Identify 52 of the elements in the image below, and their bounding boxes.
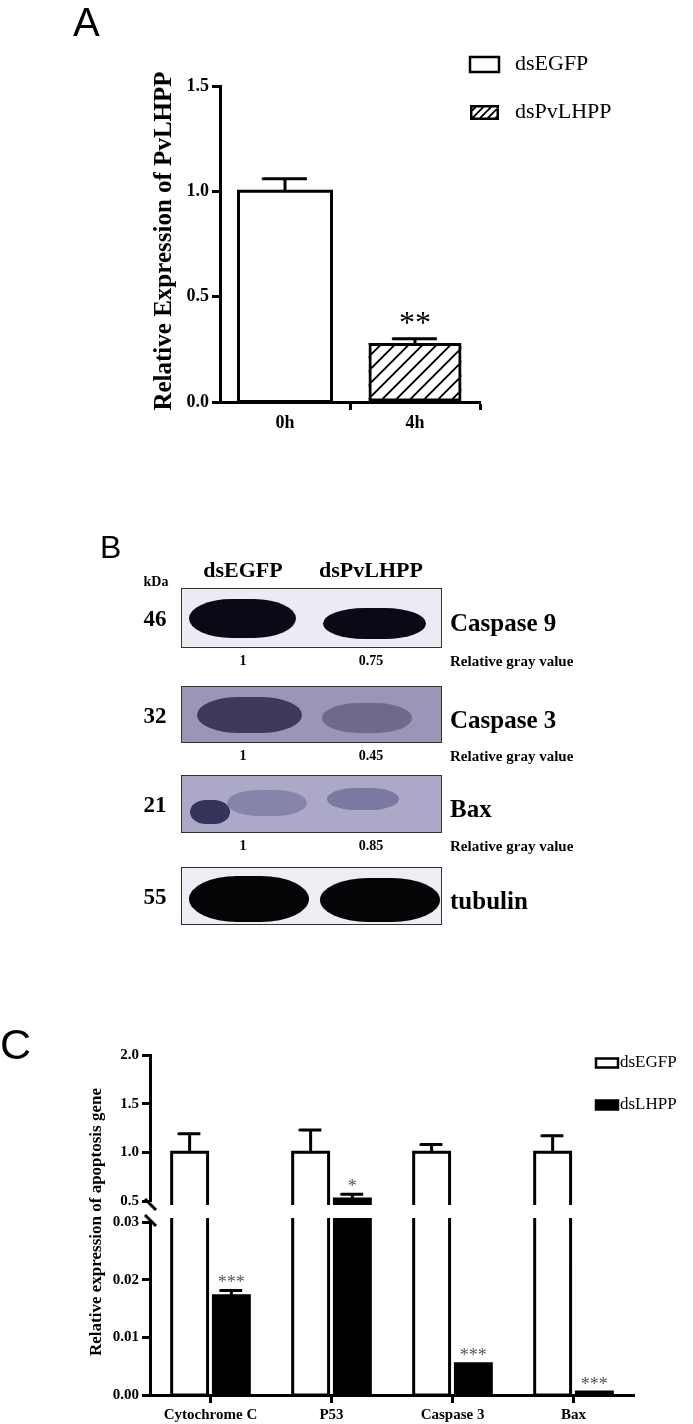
x-tick-label: Bax — [560, 1405, 587, 1422]
data-label: 1 — [239, 838, 247, 853]
category-label: dsEGFP — [203, 557, 283, 582]
data-label: 1 — [239, 653, 247, 668]
annotation: *** — [217, 1272, 245, 1293]
y-tick-label: 1.5 — [186, 74, 209, 95]
y-tick-label: 1.0 — [120, 1143, 139, 1160]
text: Relative gray value — [450, 747, 574, 764]
annotation: ** — [399, 304, 431, 341]
text: B — [100, 529, 122, 565]
legend-label: dsEGFP — [515, 50, 589, 76]
legend-label: Caspase 9 — [450, 608, 557, 636]
legend-label: dsPvLHPP — [515, 98, 612, 124]
text: Relative gray value — [450, 837, 574, 854]
category-label: 46 — [143, 605, 167, 631]
data-label: 0.75 — [358, 653, 384, 668]
data-label: 1 — [239, 748, 247, 763]
y-tick-label: 2.0 — [120, 1045, 139, 1062]
y-tick-label: 0.03 — [112, 1212, 139, 1229]
y-axis-title: Relative Expression of PvLHPP — [148, 71, 176, 411]
x-tick-label: Caspase 3 — [420, 1405, 485, 1422]
x-tick-label: P53 — [319, 1405, 344, 1422]
y-tick-label: 0.5 — [120, 1191, 139, 1208]
x-tick-label: 4h — [405, 412, 425, 433]
x-tick-label: Cytochrome C — [163, 1405, 258, 1422]
y-tick-label: 0.0 — [186, 390, 209, 411]
annotation: * — [347, 1175, 357, 1196]
annotation: *** — [580, 1373, 608, 1394]
category-label: dsPvLHPP — [319, 557, 423, 582]
chart-title: A — [73, 0, 100, 44]
y-tick-label: 1.0 — [186, 179, 209, 200]
y-tick-label: 0.02 — [112, 1270, 139, 1287]
legend-label: Bax — [450, 794, 492, 822]
legend-label: Caspase 3 — [450, 705, 557, 732]
text: kDa — [143, 574, 169, 589]
chart-title: C — [0, 1020, 32, 1068]
data-label: 0.85 — [358, 838, 384, 853]
annotation: *** — [459, 1345, 487, 1366]
y-tick-label: 0.01 — [112, 1328, 139, 1345]
y-tick-label: 1.5 — [120, 1094, 139, 1111]
y-tick-label: 0.00 — [112, 1385, 139, 1402]
text: Relative gray value — [450, 652, 574, 669]
legend-label: tubulin — [450, 886, 528, 914]
category-label: 32 — [143, 702, 167, 727]
category-label: 21 — [143, 791, 167, 817]
legend-label: dsEGFP — [620, 1052, 677, 1072]
legend-label: dsLHPP — [620, 1094, 677, 1114]
y-axis-title: Relative expression of apoptosis gene — [85, 1088, 105, 1356]
category-label: 55 — [143, 883, 167, 909]
data-label: 0.45 — [358, 748, 384, 763]
x-tick-label: 0h — [275, 412, 295, 433]
y-tick-label: 0.5 — [186, 285, 209, 306]
